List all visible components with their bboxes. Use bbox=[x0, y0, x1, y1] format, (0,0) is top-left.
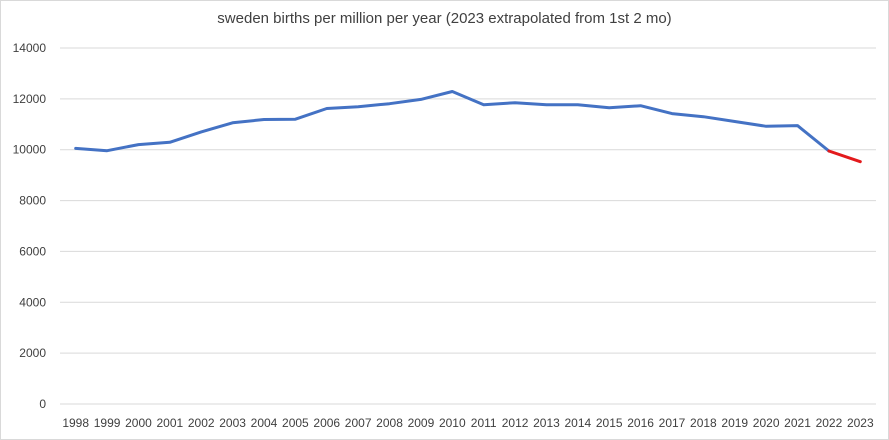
series-lines bbox=[74, 90, 862, 164]
y-tick-label: 0 bbox=[39, 397, 46, 411]
x-tick-label: 2018 bbox=[690, 416, 717, 430]
gridlines bbox=[60, 47, 876, 405]
y-tick-label: 6000 bbox=[19, 244, 46, 258]
x-tick-label: 2002 bbox=[188, 416, 215, 430]
x-tick-label: 2016 bbox=[627, 416, 654, 430]
x-tick-label: 2008 bbox=[376, 416, 403, 430]
x-tick-label: 1998 bbox=[62, 416, 89, 430]
y-tick-label: 12000 bbox=[13, 92, 47, 106]
x-tick-label: 1999 bbox=[94, 416, 121, 430]
x-tick-label: 2009 bbox=[408, 416, 435, 430]
x-tick-label: 2020 bbox=[753, 416, 780, 430]
series-line-0 bbox=[74, 90, 831, 153]
x-tick-label: 2022 bbox=[816, 416, 843, 430]
chart-title: sweden births per million per year (2023… bbox=[217, 10, 672, 27]
x-tick-label: 2003 bbox=[219, 416, 246, 430]
x-tick-label: 2000 bbox=[125, 416, 152, 430]
x-tick-label: 2013 bbox=[533, 416, 560, 430]
y-tick-label: 14000 bbox=[13, 41, 47, 55]
y-tick-label: 8000 bbox=[19, 194, 46, 208]
y-tick-label: 10000 bbox=[13, 143, 47, 157]
x-tick-label: 2019 bbox=[721, 416, 748, 430]
x-tick-label: 2012 bbox=[502, 416, 529, 430]
x-tick-label: 2010 bbox=[439, 416, 466, 430]
y-tick-label: 4000 bbox=[19, 295, 46, 309]
x-tick-label: 2005 bbox=[282, 416, 309, 430]
x-tick-label: 2015 bbox=[596, 416, 623, 430]
x-tick-label: 2023 bbox=[847, 416, 874, 430]
x-tick-label: 2004 bbox=[251, 416, 278, 430]
x-tick-label: 2017 bbox=[659, 416, 686, 430]
x-tick-label: 2021 bbox=[784, 416, 811, 430]
x-axis-ticks: 1998 1999 2000 2001 2002 2003 2004 2005 2006 2007… bbox=[62, 416, 874, 430]
x-tick-label: 2007 bbox=[345, 416, 372, 430]
y-axis-ticks: 0 2000 4000 6000 8000 10000 12000 14000 bbox=[13, 41, 47, 411]
x-tick-label: 2001 bbox=[156, 416, 183, 430]
y-tick-label: 2000 bbox=[19, 346, 46, 360]
series-line-1 bbox=[827, 149, 862, 164]
x-tick-label: 2014 bbox=[564, 416, 591, 430]
x-tick-label: 2011 bbox=[471, 416, 497, 430]
x-tick-label: 2006 bbox=[313, 416, 340, 430]
